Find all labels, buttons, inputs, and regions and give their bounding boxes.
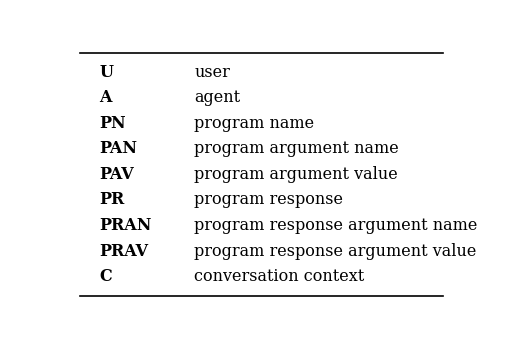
Text: PAN: PAN — [99, 140, 137, 157]
Text: program response argument name: program response argument name — [194, 217, 476, 234]
Text: PRAV: PRAV — [99, 243, 148, 260]
Text: program argument name: program argument name — [194, 140, 398, 157]
Text: U: U — [99, 64, 113, 81]
Text: PR: PR — [99, 191, 124, 209]
Text: PAV: PAV — [99, 166, 134, 183]
Text: program argument value: program argument value — [194, 166, 397, 183]
Text: PRAN: PRAN — [99, 217, 151, 234]
Text: C: C — [99, 268, 112, 285]
Text: program name: program name — [194, 115, 314, 132]
Text: program response: program response — [194, 191, 343, 209]
Text: program response argument value: program response argument value — [194, 243, 475, 260]
Text: PN: PN — [99, 115, 126, 132]
Text: agent: agent — [194, 89, 240, 106]
Text: conversation context: conversation context — [194, 268, 364, 285]
Text: user: user — [194, 64, 230, 81]
Text: A: A — [99, 89, 111, 106]
